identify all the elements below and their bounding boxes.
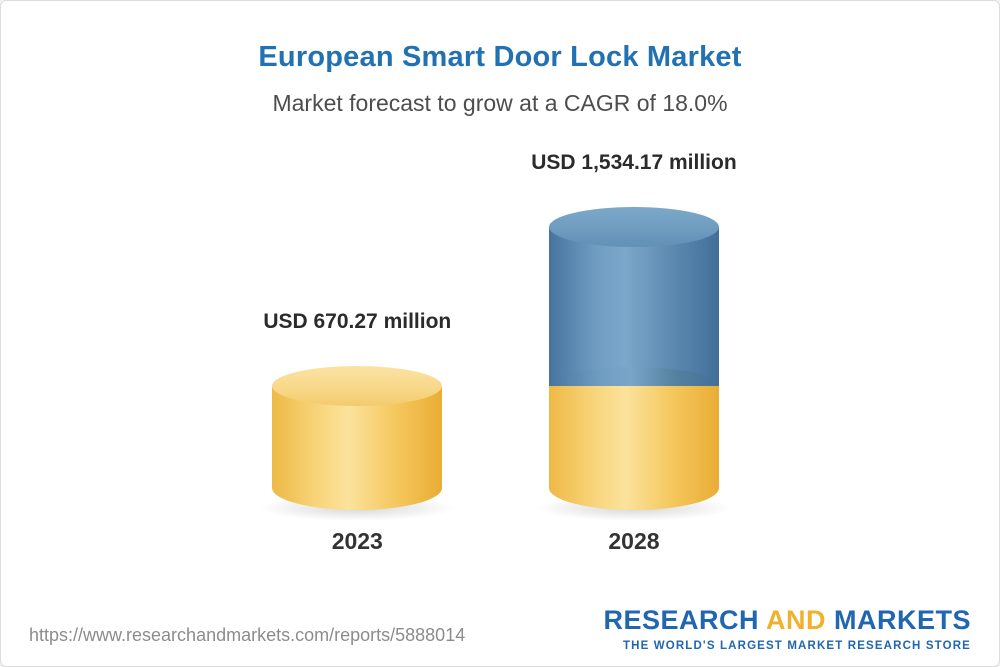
cylinder-2023: [258, 366, 457, 522]
chart-subtitle: Market forecast to grow at a CAGR of 18.…: [272, 90, 728, 116]
axis-label-2023: 2023: [331, 528, 383, 555]
logo-tagline: THE WORLD'S LARGEST MARKET RESEARCH STOR…: [622, 640, 971, 652]
cylinder-2028: [534, 207, 733, 522]
bar-group-2028: USD 1,534.17 million 2028: [531, 151, 736, 555]
report-url[interactable]: https://www.researchandmarkets.com/repor…: [29, 625, 466, 645]
logo-word-markets: MARKETS: [834, 605, 971, 635]
chart-header: European Smart Door Lock Market Market f…: [1, 1, 999, 117]
cylinder-cap-2023: [272, 366, 443, 407]
cylinder-cap-2028: [548, 207, 719, 247]
value-label-2028: USD 1,534.17 million: [531, 151, 737, 174]
axis-label-2028: 2028: [608, 528, 660, 555]
value-label-2023: USD 670.27 million: [263, 310, 452, 334]
chart-area: USD 670.27 million 2023 USD 1,534.17 mil…: [1, 151, 999, 555]
bar-2028-blue-segment: [548, 227, 719, 406]
chart-title: European Smart Door Lock Market: [258, 41, 742, 73]
bar-2028-yellow-segment: [548, 386, 719, 511]
bar-2023-segment: [272, 386, 443, 511]
research-and-markets-logo: RESEARCH AND MARKETS THE WORLD'S LARGEST…: [603, 605, 971, 652]
logo-word-research: RESEARCH: [603, 605, 759, 635]
bar-group-2023: USD 670.27 million 2023: [258, 310, 457, 555]
logo-word-and: AND: [765, 605, 826, 635]
logo-wordmark: RESEARCH AND MARKETS: [603, 605, 971, 636]
